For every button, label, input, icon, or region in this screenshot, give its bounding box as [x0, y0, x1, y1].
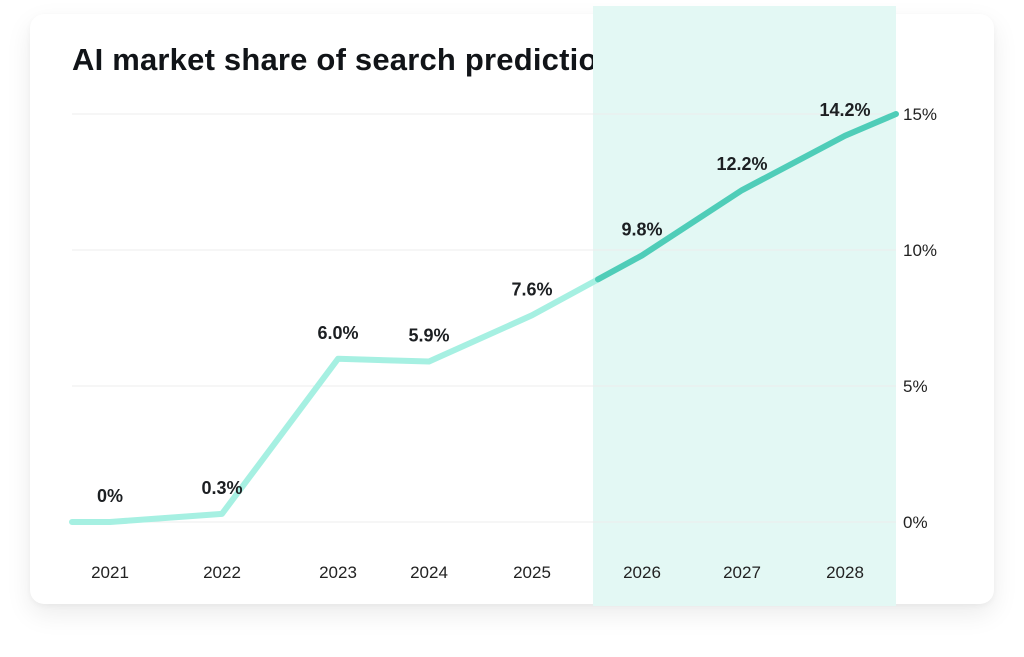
data-label: 0.3% [201, 478, 242, 498]
actual-series-line [69, 276, 601, 525]
x-tick-label: 2026 [623, 563, 661, 582]
x-axis-labels: 2021 2022 2023 2024 2025 2026 2027 2028 [91, 563, 864, 582]
x-tick-label: 2027 [723, 563, 761, 582]
series-lines [69, 111, 899, 525]
x-tick-label: 2024 [410, 563, 448, 582]
data-label: 12.2% [716, 154, 767, 174]
x-tick-label: 2028 [826, 563, 864, 582]
chart-title: AI market share of search prediction [72, 42, 617, 77]
data-label: 0% [97, 486, 123, 506]
data-label: 9.8% [621, 219, 662, 239]
forecast-series-line [595, 111, 899, 283]
x-tick-label: 2023 [319, 563, 357, 582]
data-label: 5.9% [408, 326, 449, 346]
x-tick-label: 2022 [203, 563, 241, 582]
y-axis-labels: 0% 5% 10% 15% [903, 105, 937, 532]
forecast-band [593, 6, 896, 606]
y-tick-label: 0% [903, 513, 928, 532]
y-tick-label: 5% [903, 377, 928, 396]
data-label: 14.2% [819, 100, 870, 120]
y-tick-label: 15% [903, 105, 937, 124]
x-tick-label: 2025 [513, 563, 551, 582]
y-tick-label: 10% [903, 241, 937, 260]
data-label: 7.6% [511, 279, 552, 299]
data-label: 6.0% [317, 323, 358, 343]
grid-lines [72, 113, 896, 523]
data-labels: 0% 0.3% 6.0% 5.9% 7.6% 9.8% 12.2% 14.2% [97, 100, 871, 506]
x-tick-label: 2021 [91, 563, 129, 582]
